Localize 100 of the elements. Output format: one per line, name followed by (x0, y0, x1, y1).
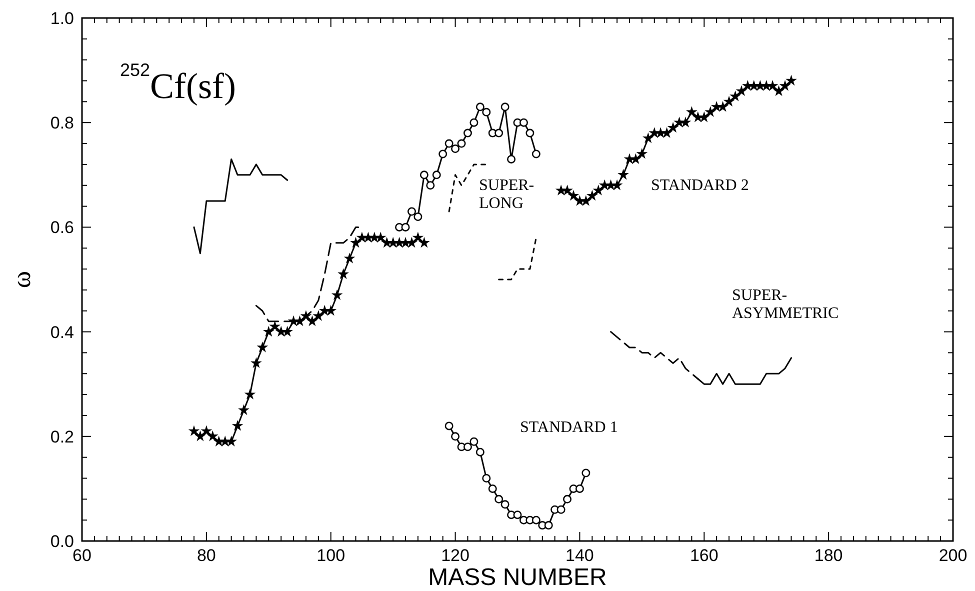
point (432, 170, 441, 180)
point (562, 184, 573, 196)
x-tick-label: 120 (441, 546, 470, 565)
x-tick-label: 100 (316, 546, 346, 565)
point (519, 118, 528, 127)
point (350, 236, 362, 248)
point (494, 494, 504, 504)
annotation: STANDARD 1 (520, 419, 618, 436)
point (331, 289, 343, 300)
point (256, 342, 268, 352)
point (188, 425, 200, 436)
point (451, 144, 460, 153)
point (723, 96, 735, 107)
point (592, 184, 604, 196)
point (582, 468, 590, 478)
point (444, 422, 454, 430)
point (470, 118, 478, 127)
y-tick-label: 0.8 (50, 114, 74, 133)
y-tick-label: 1.0 (50, 9, 74, 28)
point (206, 430, 218, 442)
point (312, 310, 324, 321)
point (414, 212, 422, 221)
point (513, 510, 522, 520)
point (407, 207, 416, 216)
point (244, 388, 256, 400)
point (482, 108, 491, 116)
annotation: STANDARD 2 (651, 177, 749, 194)
point (532, 150, 540, 158)
point (563, 494, 572, 504)
y-tick-label: 0.2 (50, 427, 74, 446)
point (451, 432, 460, 441)
point (374, 232, 386, 242)
point (630, 153, 642, 164)
point (226, 436, 237, 446)
point (704, 106, 716, 117)
x-tick-label: 160 (690, 546, 718, 565)
x-tick-label: 180 (814, 546, 843, 565)
point (680, 116, 692, 128)
annotation: SUPER-LONG (479, 177, 534, 212)
point (194, 430, 206, 442)
point (736, 85, 748, 96)
annotation: SUPER-ASYMMETRIC (732, 287, 839, 322)
point (438, 150, 448, 158)
x-tick-label: 140 (566, 546, 594, 565)
point (338, 268, 349, 280)
point (412, 232, 424, 242)
point (636, 148, 648, 159)
point (532, 516, 540, 524)
y-axis-title: ω (7, 270, 36, 288)
y-tick-label: 0.6 (50, 218, 74, 238)
point (544, 521, 553, 530)
point (500, 102, 510, 112)
point (568, 190, 580, 201)
point (306, 315, 318, 326)
x-tick-label: 60 (72, 546, 92, 565)
point (575, 484, 584, 493)
point (717, 100, 728, 112)
point (482, 474, 491, 482)
point (470, 437, 478, 446)
point (401, 222, 410, 232)
point (507, 154, 516, 164)
x-tick-label: 200 (938, 546, 968, 565)
point (476, 102, 484, 112)
point (238, 404, 250, 416)
point (420, 170, 428, 180)
point (661, 127, 672, 138)
point (344, 252, 356, 264)
point (618, 168, 629, 180)
point (232, 420, 244, 431)
point (457, 139, 466, 148)
point (463, 128, 472, 138)
point (586, 190, 598, 201)
point (766, 80, 778, 91)
point (556, 505, 566, 514)
point (426, 181, 435, 190)
point (476, 448, 484, 456)
point (488, 484, 497, 493)
point (200, 425, 212, 436)
point (262, 326, 274, 337)
point (269, 320, 281, 332)
y-tick-label: 0.0 (50, 532, 74, 551)
point (418, 236, 430, 248)
point (250, 357, 262, 368)
point (686, 106, 698, 117)
x-axis-title: MASS NUMBER (428, 564, 607, 591)
point (667, 122, 679, 133)
x-tick-label: 80 (196, 546, 216, 565)
line-series (193, 158, 288, 254)
point (786, 74, 797, 86)
point (500, 500, 510, 509)
point (773, 85, 784, 96)
point (494, 128, 504, 138)
point (730, 90, 741, 102)
point (779, 80, 791, 91)
y-tick-label: 0.4 (50, 322, 74, 342)
annotation: $^{252}$Cf(sf) (120, 60, 236, 106)
point (526, 128, 534, 138)
point (580, 195, 592, 206)
point (642, 132, 654, 144)
point (463, 442, 472, 452)
